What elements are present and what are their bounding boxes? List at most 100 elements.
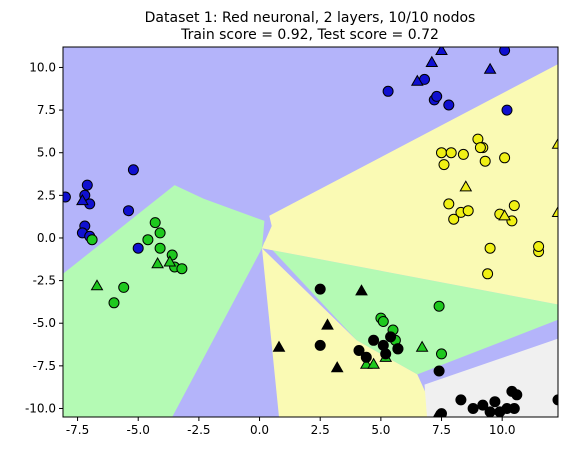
- point-blue-test: [435, 47, 448, 55]
- point-black-train: [467, 403, 479, 414]
- chart-title-line2: Train score = 0.92, Test score = 0.72: [180, 27, 439, 43]
- point-green-test: [163, 255, 177, 267]
- y-tick-label: -2.5: [33, 274, 56, 288]
- point-yellow-test: [551, 205, 558, 217]
- x-tick-label: -2.5: [187, 423, 210, 437]
- point-black-train: [314, 339, 326, 351]
- point-green-train: [108, 297, 120, 309]
- point-yellow-train: [479, 155, 491, 167]
- point-black-test: [272, 340, 286, 352]
- x-tick-label: -7.5: [66, 423, 89, 437]
- y-axis: -10.0 -7.5 -5.0 -2.5 0.0 2.5 5.0 7.5 10.0: [25, 60, 63, 415]
- point-black-train: [392, 343, 404, 355]
- point-yellow-train: [438, 159, 450, 171]
- point-black-train: [360, 351, 372, 363]
- point-black-test: [330, 361, 344, 373]
- point-green-train: [176, 263, 188, 275]
- y-tick-label: 5.0: [37, 146, 56, 160]
- point-green-train: [436, 348, 447, 360]
- point-black-train: [489, 396, 501, 408]
- point-black-train: [368, 334, 380, 346]
- y-tick-label: 10.0: [29, 60, 56, 74]
- point-yellow-train: [484, 242, 496, 254]
- point-blue-train: [127, 164, 139, 176]
- point-green-test: [415, 340, 429, 352]
- point-blue-train: [81, 179, 93, 191]
- point-black-train: [455, 394, 467, 406]
- point-black-train: [314, 283, 326, 295]
- point-yellow-train: [445, 147, 457, 159]
- point-blue-train: [501, 104, 513, 116]
- region-yellow-4: [262, 64, 558, 305]
- point-yellow-train: [499, 152, 511, 164]
- point-black-train: [385, 331, 397, 343]
- point-black-test: [355, 284, 368, 296]
- point-green-train: [433, 300, 445, 312]
- y-tick-label: -5.0: [33, 316, 56, 330]
- y-tick-label: 2.5: [37, 188, 56, 202]
- point-blue-test: [410, 74, 424, 86]
- y-tick-label: -7.5: [33, 359, 56, 373]
- point-blue-test: [76, 193, 89, 206]
- chart-title-line1: Dataset 1: Red neuronal, 2 layers, 10/10…: [145, 10, 476, 26]
- point-blue-train: [132, 242, 144, 254]
- point-blue-train: [63, 191, 71, 203]
- plot-frame: [62, 46, 559, 418]
- point-yellow-train: [443, 198, 455, 210]
- point-yellow-train: [457, 148, 469, 160]
- region-blue-1: [172, 248, 279, 417]
- point-blue-test: [425, 55, 439, 67]
- y-tick-label: 0.0: [37, 231, 56, 245]
- point-blue-train: [382, 85, 394, 97]
- point-green-test: [90, 279, 104, 291]
- point-green-test: [367, 357, 380, 369]
- point-green-train: [377, 316, 389, 327]
- point-green-train: [154, 227, 166, 239]
- point-black-train: [484, 406, 496, 417]
- x-axis: -7.5 -5.0 -2.5 0.0 2.5 5.0 7.5 10.0: [66, 417, 516, 437]
- x-tick-label: -5.0: [127, 423, 150, 437]
- point-yellow-train: [482, 268, 494, 280]
- point-green-train: [118, 281, 130, 293]
- region-green-2: [63, 185, 265, 417]
- point-yellow-train: [474, 142, 486, 154]
- point-black-train: [433, 365, 445, 377]
- point-yellow-train: [448, 213, 460, 225]
- point-yellow-train: [462, 205, 474, 217]
- x-tick-label: 0.0: [250, 423, 269, 437]
- point-blue-train: [123, 205, 134, 217]
- point-green-train: [86, 234, 98, 246]
- data-points: [63, 47, 558, 417]
- point-black-train: [380, 348, 392, 360]
- point-green-train: [142, 234, 154, 246]
- x-tick-label: 10.0: [489, 423, 516, 437]
- decision-regions: [63, 47, 558, 417]
- point-yellow-train: [533, 241, 545, 252]
- point-green-train: [154, 242, 166, 254]
- y-tick-label: 7.5: [37, 103, 56, 117]
- x-tick-label: 7.5: [432, 423, 451, 437]
- point-black-train: [552, 394, 558, 406]
- point-yellow-test: [551, 137, 558, 149]
- point-blue-train: [443, 99, 455, 111]
- point-green-test: [151, 256, 164, 269]
- point-yellow-test: [498, 209, 511, 221]
- point-blue-test: [483, 62, 497, 74]
- point-black-train: [508, 403, 520, 414]
- point-yellow-train: [436, 147, 447, 159]
- x-tick-label: 2.5: [311, 423, 330, 437]
- point-yellow-train: [508, 200, 520, 212]
- point-black-test: [321, 318, 334, 330]
- point-blue-train: [499, 47, 511, 56]
- point-green-train: [149, 217, 161, 229]
- y-tick-label: -10.0: [25, 401, 56, 415]
- region-yellow-5: [262, 248, 437, 417]
- point-yellow-test: [459, 180, 473, 192]
- point-black-train: [353, 345, 365, 356]
- x-tick-label: 5.0: [371, 423, 390, 437]
- region-green-3: [262, 241, 558, 375]
- point-black-train: [511, 389, 523, 401]
- point-black-test: [432, 410, 441, 417]
- point-black-train: [477, 399, 489, 411]
